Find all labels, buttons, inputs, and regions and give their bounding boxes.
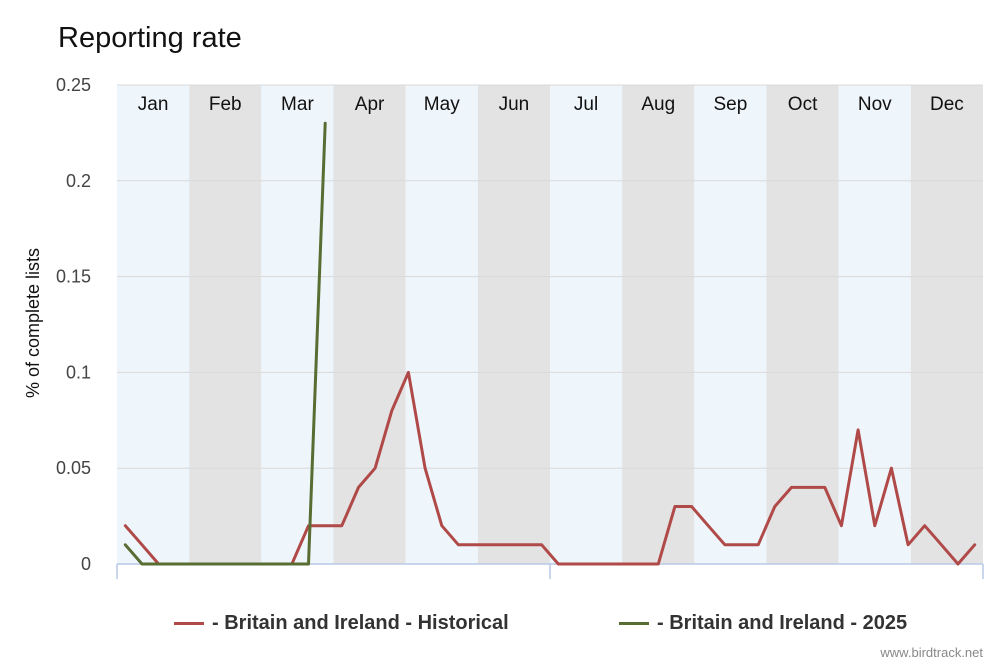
y-axis-label: % of complete lists xyxy=(23,248,43,398)
month-label-jul: Jul xyxy=(574,94,598,115)
month-label-oct: Oct xyxy=(788,94,818,115)
month-band-aug xyxy=(622,85,695,564)
month-label-jun: Jun xyxy=(499,94,530,115)
month-label-aug: Aug xyxy=(641,94,675,115)
x-axis xyxy=(116,563,984,579)
month-band-jul xyxy=(550,85,623,564)
month-band-apr xyxy=(333,85,406,564)
month-label-sep: Sep xyxy=(714,94,748,115)
month-label-jan: Jan xyxy=(138,94,169,115)
chart-title: Reporting rate xyxy=(58,22,242,54)
month-bands xyxy=(117,85,983,564)
legend-label-historical: - Britain and Ireland - Historical xyxy=(212,611,509,634)
month-label-dec: Dec xyxy=(930,94,964,115)
month-band-sep xyxy=(694,85,767,564)
month-label-feb: Feb xyxy=(209,94,242,115)
month-band-dec xyxy=(910,85,983,564)
legend-swatch-2025 xyxy=(619,621,649,625)
series-line-2025 xyxy=(123,121,327,566)
month-band-may xyxy=(405,85,478,564)
month-label-mar: Mar xyxy=(281,94,314,115)
y-tick-label-0: 0 xyxy=(81,554,91,574)
month-label-nov: Nov xyxy=(858,94,892,115)
month-band-oct xyxy=(766,85,839,564)
month-band-mar xyxy=(261,85,334,564)
y-axis-ticks: 0 0.05 0.1 0.15 0.2 0.25 xyxy=(56,75,91,574)
y-tick-label-3: 0.15 xyxy=(56,267,91,287)
month-band-nov xyxy=(838,85,911,564)
month-label-may: May xyxy=(424,94,460,115)
series-lines xyxy=(123,121,977,566)
month-label-apr: Apr xyxy=(355,94,385,115)
legend-swatch-historical xyxy=(174,621,204,625)
y-tick-label-5: 0.25 xyxy=(56,75,91,95)
month-band-jun xyxy=(477,85,550,564)
y-tick-label-4: 0.2 xyxy=(66,171,91,191)
month-labels: Jan Feb Mar Apr May Jun Jul Aug Sep Oct Nov Dec xyxy=(138,94,964,115)
legend-item-historical[interactable]: - Britain and Ireland - Historical xyxy=(174,606,509,640)
credit-link[interactable]: www.birdtrack.net xyxy=(880,645,983,660)
legend-item-2025[interactable]: - Britain and Ireland - 2025 xyxy=(619,606,907,640)
month-band-feb xyxy=(189,85,262,564)
y-tick-label-2: 0.1 xyxy=(66,362,91,382)
legend: - Britain and Ireland - Historical - Bri… xyxy=(0,606,1000,640)
legend-label-2025: - Britain and Ireland - 2025 xyxy=(657,611,908,634)
month-band-jan xyxy=(117,85,190,564)
y-tick-label-1: 0.05 xyxy=(56,458,91,478)
gridlines xyxy=(117,84,983,469)
